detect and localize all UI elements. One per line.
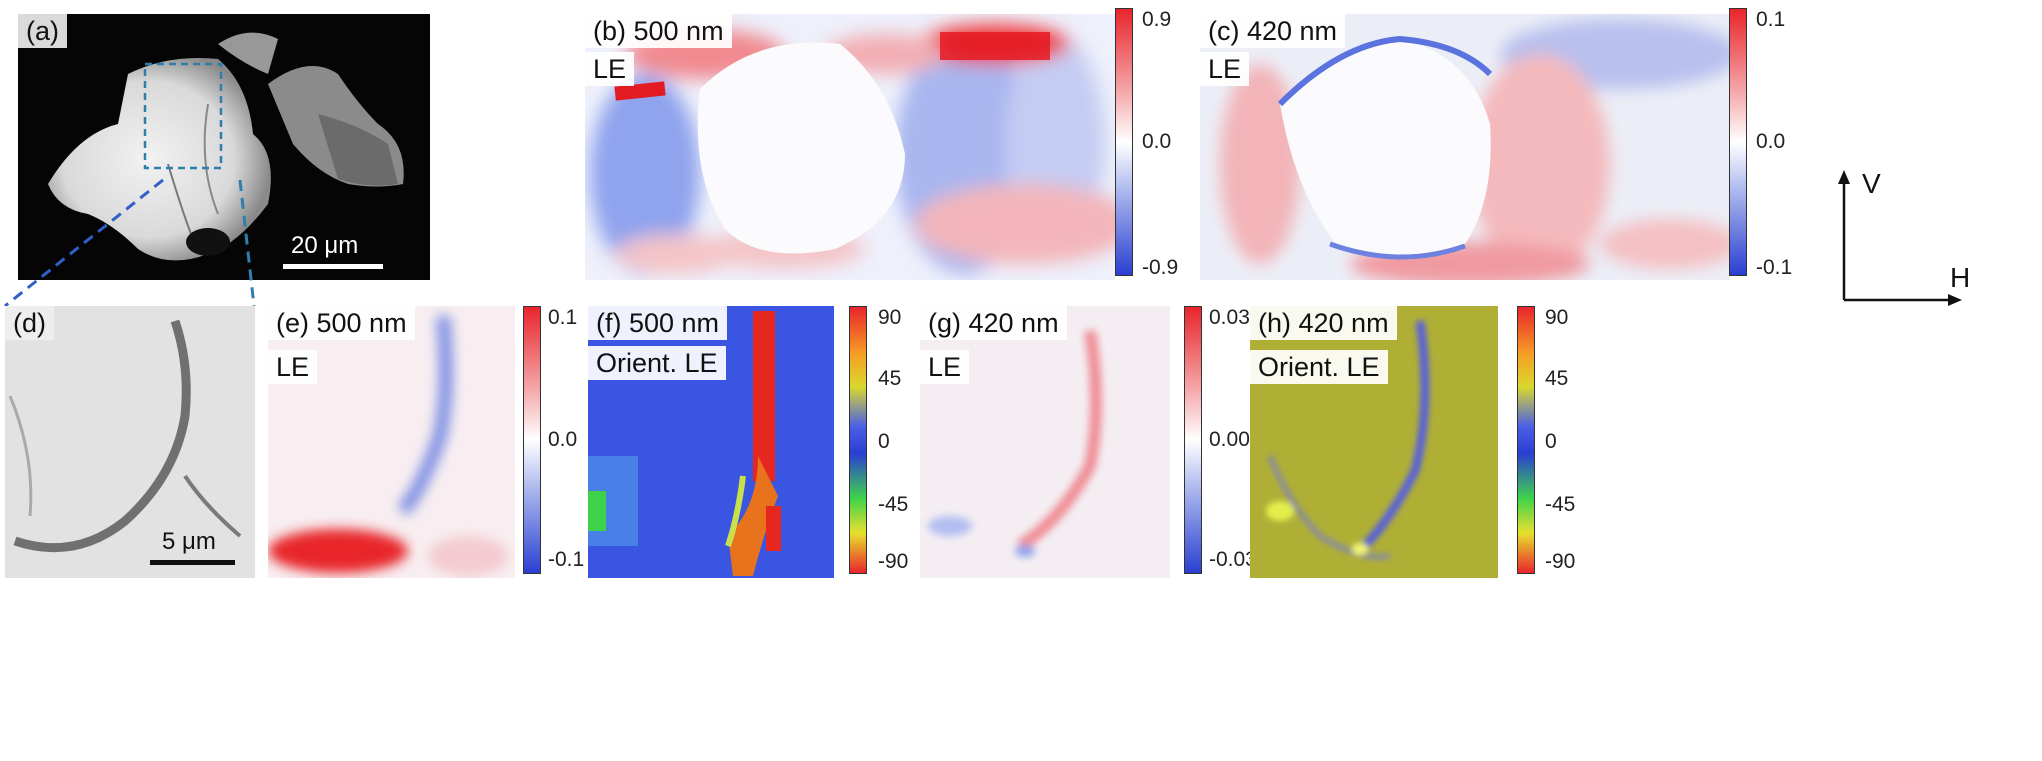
panel-h-colorbar (1517, 306, 1535, 574)
panel-a-scale-text: 20 μm (291, 232, 359, 259)
panel-e-sublabel: LE (268, 350, 318, 384)
panel-b-cbar-min: -0.9 (1142, 256, 1179, 279)
panel-a-svg (48, 32, 404, 261)
panel-c-cbar-min: -0.1 (1756, 256, 1793, 279)
panel-h-cbar-0: 0 (1545, 430, 1557, 453)
panel-g-map: (g) 420 nm LE (920, 306, 1170, 578)
axis-horizontal-label: H (1950, 262, 1971, 293)
panel-e-cbar-max: 0.1 (548, 306, 578, 329)
panel-f-colorbar (849, 306, 867, 574)
panel-b-colorbar (1115, 8, 1133, 276)
panel-c-label: (c) 420 nm (1200, 14, 1346, 48)
panel-g-cbar-mid: 0.00 (1209, 428, 1250, 451)
panel-a-label: (a) (18, 14, 67, 48)
panel-a-microscopy-image: (a) 20 μm (18, 14, 430, 280)
panel-b-map: (b) 500 nm LE (585, 14, 1115, 280)
panel-g-cbar-max: 0.03 (1209, 306, 1250, 329)
panel-d-svg (5, 306, 255, 578)
panel-f-orientation-map: (f) 500 nm Orient. LE (588, 306, 834, 578)
panel-f-cbar-90: 90 (878, 306, 902, 329)
panel-h-orientation-map: (h) 420 nm Orient. LE (1250, 306, 1498, 578)
panel-e-colorbar (523, 306, 541, 574)
panel-h-label: (h) 420 nm (1250, 306, 1397, 340)
panel-e-cbar-mid: 0.0 (548, 428, 578, 451)
panel-g-cbar-min: -0.03 (1209, 548, 1257, 571)
panel-g-svg (920, 306, 1170, 578)
panel-d-label: (d) (5, 306, 54, 340)
panel-g-label: (g) 420 nm (920, 306, 1067, 340)
vh-axes (1838, 170, 1962, 306)
panel-h-cbar-90: 90 (1545, 306, 1569, 329)
panel-b-svg (585, 14, 1115, 280)
panel-d-zoom-image: (d) 5 μm (5, 306, 255, 578)
panel-h-cbar-45: 45 (1545, 367, 1569, 390)
panel-e-map: (e) 500 nm LE (268, 306, 515, 578)
panel-b-cbar-mid: 0.0 (1142, 130, 1172, 153)
panel-c-svg (1200, 14, 1730, 280)
panel-c-sublabel: LE (1200, 52, 1250, 86)
panel-f-label: (f) 500 nm (588, 306, 728, 340)
panel-c-cbar-max: 0.1 (1756, 8, 1786, 31)
panel-h-cbar-neg45: -45 (1545, 493, 1576, 516)
panel-e-svg (268, 306, 515, 578)
panel-e-cbar-min: -0.1 (548, 548, 585, 571)
panel-f-sublabel: Orient. LE (588, 346, 726, 380)
panel-g-sublabel: LE (920, 350, 970, 384)
panel-h-cbar-neg90: -90 (1545, 550, 1576, 573)
panel-f-cbar-0: 0 (878, 430, 890, 453)
panel-f-cbar-45: 45 (878, 367, 902, 390)
panel-f-cbar-neg45: -45 (878, 493, 909, 516)
panel-h-svg (1250, 306, 1498, 578)
panel-b-sublabel: LE (585, 52, 635, 86)
panel-b-cbar-max: 0.9 (1142, 8, 1172, 31)
panel-b-label: (b) 500 nm (585, 14, 732, 48)
panel-e-label: (e) 500 nm (268, 306, 415, 340)
panel-f-cbar-neg90: -90 (878, 550, 909, 573)
panel-c-map: (c) 420 nm LE (1200, 14, 1730, 280)
panel-d-scalebar (150, 560, 235, 565)
panel-c-cbar-mid: 0.0 (1756, 130, 1786, 153)
axis-vertical-label: V (1862, 168, 1881, 199)
panel-g-colorbar (1184, 306, 1202, 574)
panel-h-sublabel: Orient. LE (1250, 350, 1388, 384)
panel-c-colorbar (1729, 8, 1747, 276)
panel-a-scalebar (283, 264, 383, 269)
panel-d-scale-text: 5 μm (162, 528, 216, 555)
